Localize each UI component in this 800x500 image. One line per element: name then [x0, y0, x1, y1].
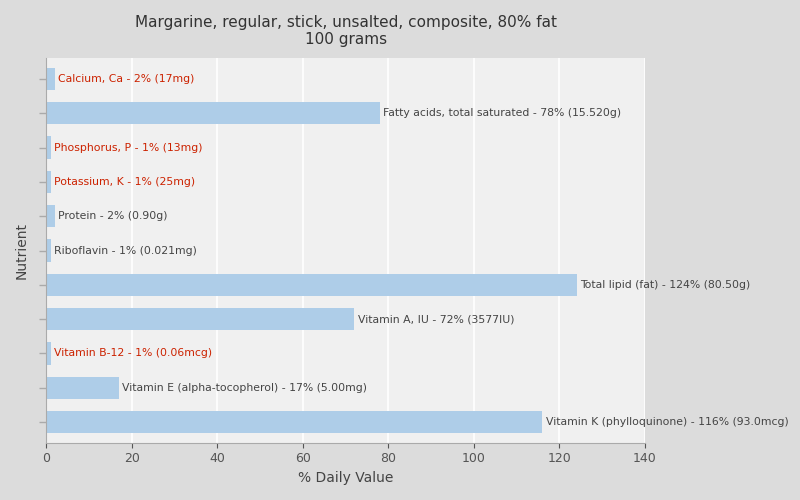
Text: Vitamin B-12 - 1% (0.06mcg): Vitamin B-12 - 1% (0.06mcg)	[54, 348, 212, 358]
Bar	[46, 68, 55, 90]
Text: Potassium, K - 1% (25mg): Potassium, K - 1% (25mg)	[54, 177, 195, 187]
Text: Riboflavin - 1% (0.021mg): Riboflavin - 1% (0.021mg)	[54, 246, 197, 256]
Y-axis label: Nutrient: Nutrient	[15, 222, 29, 279]
Text: Vitamin K (phylloquinone) - 116% (93.0mcg): Vitamin K (phylloquinone) - 116% (93.0mc…	[546, 417, 789, 427]
Bar	[46, 342, 50, 364]
X-axis label: % Daily Value: % Daily Value	[298, 471, 394, 485]
Text: Phosphorus, P - 1% (13mg): Phosphorus, P - 1% (13mg)	[54, 142, 202, 152]
Bar	[46, 308, 354, 330]
Bar	[46, 205, 55, 228]
Text: Protein - 2% (0.90g): Protein - 2% (0.90g)	[58, 211, 168, 221]
Bar	[46, 376, 119, 399]
Bar	[46, 136, 50, 158]
Text: Vitamin A, IU - 72% (3577IU): Vitamin A, IU - 72% (3577IU)	[358, 314, 514, 324]
Text: Fatty acids, total saturated - 78% (15.520g): Fatty acids, total saturated - 78% (15.5…	[383, 108, 622, 118]
Bar	[46, 102, 380, 124]
Text: Calcium, Ca - 2% (17mg): Calcium, Ca - 2% (17mg)	[58, 74, 194, 84]
Bar	[46, 240, 50, 262]
Title: Margarine, regular, stick, unsalted, composite, 80% fat
100 grams: Margarine, regular, stick, unsalted, com…	[134, 15, 557, 48]
Text: Total lipid (fat) - 124% (80.50g): Total lipid (fat) - 124% (80.50g)	[580, 280, 750, 290]
Bar	[46, 170, 50, 193]
Text: Vitamin E (alpha-tocopherol) - 17% (5.00mg): Vitamin E (alpha-tocopherol) - 17% (5.00…	[122, 383, 367, 393]
Bar	[46, 411, 542, 434]
Bar	[46, 274, 577, 296]
